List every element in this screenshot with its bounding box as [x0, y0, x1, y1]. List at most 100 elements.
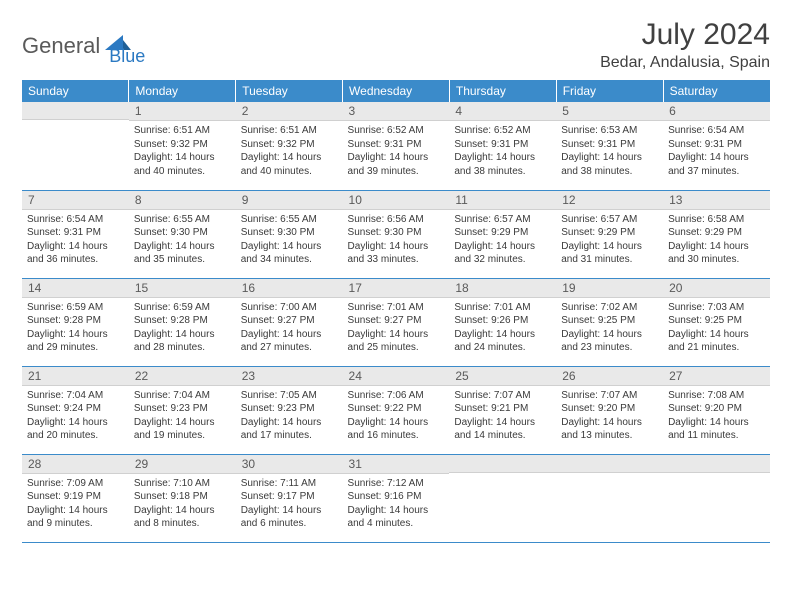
sunrise-line: Sunrise: 6:58 AM	[668, 213, 765, 227]
day-body: Sunrise: 6:59 AMSunset: 9:28 PMDaylight:…	[129, 298, 236, 359]
sunrise-line: Sunrise: 7:01 AM	[454, 301, 551, 315]
day-number: 16	[236, 279, 343, 298]
day-number: 21	[22, 367, 129, 386]
sunrise-line: Sunrise: 7:07 AM	[561, 389, 658, 403]
day-body: Sunrise: 7:06 AMSunset: 9:22 PMDaylight:…	[343, 386, 450, 447]
col-saturday: Saturday	[663, 80, 770, 102]
daylight-line: Daylight: 14 hours and 20 minutes.	[27, 416, 124, 443]
sunset-line: Sunset: 9:28 PM	[27, 314, 124, 328]
day-number: 12	[556, 191, 663, 210]
month-title: July 2024	[600, 18, 770, 52]
day-cell: 27Sunrise: 7:08 AMSunset: 9:20 PMDayligh…	[663, 366, 770, 454]
day-body: Sunrise: 6:52 AMSunset: 9:31 PMDaylight:…	[449, 121, 556, 182]
day-number: 19	[556, 279, 663, 298]
sunrise-line: Sunrise: 6:51 AM	[241, 124, 338, 138]
daylight-line: Daylight: 14 hours and 32 minutes.	[454, 240, 551, 267]
sunrise-line: Sunrise: 6:55 AM	[134, 213, 231, 227]
sunrise-line: Sunrise: 6:54 AM	[27, 213, 124, 227]
day-cell: 15Sunrise: 6:59 AMSunset: 9:28 PMDayligh…	[129, 278, 236, 366]
day-body: Sunrise: 6:51 AMSunset: 9:32 PMDaylight:…	[129, 121, 236, 182]
sunrise-line: Sunrise: 7:01 AM	[348, 301, 445, 315]
brand-logo: General Blue	[22, 18, 145, 67]
daylight-line: Daylight: 14 hours and 4 minutes.	[348, 504, 445, 531]
day-number: 7	[22, 191, 129, 210]
day-cell: 10Sunrise: 6:56 AMSunset: 9:30 PMDayligh…	[343, 190, 450, 278]
sunset-line: Sunset: 9:31 PM	[561, 138, 658, 152]
day-cell: 17Sunrise: 7:01 AMSunset: 9:27 PMDayligh…	[343, 278, 450, 366]
sunset-line: Sunset: 9:20 PM	[668, 402, 765, 416]
day-cell: 28Sunrise: 7:09 AMSunset: 9:19 PMDayligh…	[22, 454, 129, 542]
sunset-line: Sunset: 9:29 PM	[454, 226, 551, 240]
sunrise-line: Sunrise: 7:07 AM	[454, 389, 551, 403]
daylight-line: Daylight: 14 hours and 24 minutes.	[454, 328, 551, 355]
calendar-body: 1Sunrise: 6:51 AMSunset: 9:32 PMDaylight…	[22, 102, 770, 542]
day-cell: 30Sunrise: 7:11 AMSunset: 9:17 PMDayligh…	[236, 454, 343, 542]
day-body: Sunrise: 7:04 AMSunset: 9:23 PMDaylight:…	[129, 386, 236, 447]
day-cell: 23Sunrise: 7:05 AMSunset: 9:23 PMDayligh…	[236, 366, 343, 454]
sunset-line: Sunset: 9:31 PM	[454, 138, 551, 152]
day-number: 18	[449, 279, 556, 298]
daylight-line: Daylight: 14 hours and 17 minutes.	[241, 416, 338, 443]
day-cell: 8Sunrise: 6:55 AMSunset: 9:30 PMDaylight…	[129, 190, 236, 278]
day-cell: 3Sunrise: 6:52 AMSunset: 9:31 PMDaylight…	[343, 102, 450, 190]
daylight-line: Daylight: 14 hours and 33 minutes.	[348, 240, 445, 267]
day-number: 23	[236, 367, 343, 386]
day-cell: 11Sunrise: 6:57 AMSunset: 9:29 PMDayligh…	[449, 190, 556, 278]
col-wednesday: Wednesday	[343, 80, 450, 102]
sunset-line: Sunset: 9:19 PM	[27, 490, 124, 504]
sunset-line: Sunset: 9:31 PM	[27, 226, 124, 240]
sunrise-line: Sunrise: 7:04 AM	[134, 389, 231, 403]
day-number: 27	[663, 367, 770, 386]
day-body: Sunrise: 7:08 AMSunset: 9:20 PMDaylight:…	[663, 386, 770, 447]
day-number: 2	[236, 102, 343, 121]
day-number: 31	[343, 455, 450, 474]
daylight-line: Daylight: 14 hours and 34 minutes.	[241, 240, 338, 267]
day-cell: 29Sunrise: 7:10 AMSunset: 9:18 PMDayligh…	[129, 454, 236, 542]
day-number: 30	[236, 455, 343, 474]
day-number	[663, 455, 770, 473]
day-cell: 9Sunrise: 6:55 AMSunset: 9:30 PMDaylight…	[236, 190, 343, 278]
sunset-line: Sunset: 9:23 PM	[241, 402, 338, 416]
sunset-line: Sunset: 9:30 PM	[241, 226, 338, 240]
daylight-line: Daylight: 14 hours and 40 minutes.	[241, 151, 338, 178]
day-number: 8	[129, 191, 236, 210]
sunset-line: Sunset: 9:28 PM	[134, 314, 231, 328]
day-number: 20	[663, 279, 770, 298]
day-cell: 26Sunrise: 7:07 AMSunset: 9:20 PMDayligh…	[556, 366, 663, 454]
calendar-table: Sunday Monday Tuesday Wednesday Thursday…	[22, 80, 770, 543]
col-sunday: Sunday	[22, 80, 129, 102]
day-number: 29	[129, 455, 236, 474]
col-tuesday: Tuesday	[236, 80, 343, 102]
day-cell: 6Sunrise: 6:54 AMSunset: 9:31 PMDaylight…	[663, 102, 770, 190]
week-row: 1Sunrise: 6:51 AMSunset: 9:32 PMDaylight…	[22, 102, 770, 190]
sunset-line: Sunset: 9:32 PM	[241, 138, 338, 152]
sunrise-line: Sunrise: 7:00 AM	[241, 301, 338, 315]
day-number: 1	[129, 102, 236, 121]
sunset-line: Sunset: 9:16 PM	[348, 490, 445, 504]
sunset-line: Sunset: 9:18 PM	[134, 490, 231, 504]
sunset-line: Sunset: 9:23 PM	[134, 402, 231, 416]
daylight-line: Daylight: 14 hours and 39 minutes.	[348, 151, 445, 178]
title-block: July 2024 Bedar, Andalusia, Spain	[600, 18, 770, 72]
day-cell: 25Sunrise: 7:07 AMSunset: 9:21 PMDayligh…	[449, 366, 556, 454]
day-cell: 7Sunrise: 6:54 AMSunset: 9:31 PMDaylight…	[22, 190, 129, 278]
day-cell: 4Sunrise: 6:52 AMSunset: 9:31 PMDaylight…	[449, 102, 556, 190]
day-body: Sunrise: 7:11 AMSunset: 9:17 PMDaylight:…	[236, 474, 343, 535]
daylight-line: Daylight: 14 hours and 11 minutes.	[668, 416, 765, 443]
day-number: 26	[556, 367, 663, 386]
sunrise-line: Sunrise: 6:57 AM	[454, 213, 551, 227]
col-friday: Friday	[556, 80, 663, 102]
day-cell: 19Sunrise: 7:02 AMSunset: 9:25 PMDayligh…	[556, 278, 663, 366]
day-body: Sunrise: 6:55 AMSunset: 9:30 PMDaylight:…	[236, 210, 343, 271]
day-body: Sunrise: 7:07 AMSunset: 9:21 PMDaylight:…	[449, 386, 556, 447]
day-number: 22	[129, 367, 236, 386]
day-body: Sunrise: 7:12 AMSunset: 9:16 PMDaylight:…	[343, 474, 450, 535]
daylight-line: Daylight: 14 hours and 40 minutes.	[134, 151, 231, 178]
week-row: 14Sunrise: 6:59 AMSunset: 9:28 PMDayligh…	[22, 278, 770, 366]
day-cell: 18Sunrise: 7:01 AMSunset: 9:26 PMDayligh…	[449, 278, 556, 366]
day-cell: 22Sunrise: 7:04 AMSunset: 9:23 PMDayligh…	[129, 366, 236, 454]
sunrise-line: Sunrise: 6:51 AM	[134, 124, 231, 138]
day-cell: 14Sunrise: 6:59 AMSunset: 9:28 PMDayligh…	[22, 278, 129, 366]
sunrise-line: Sunrise: 6:57 AM	[561, 213, 658, 227]
sunrise-line: Sunrise: 7:12 AM	[348, 477, 445, 491]
